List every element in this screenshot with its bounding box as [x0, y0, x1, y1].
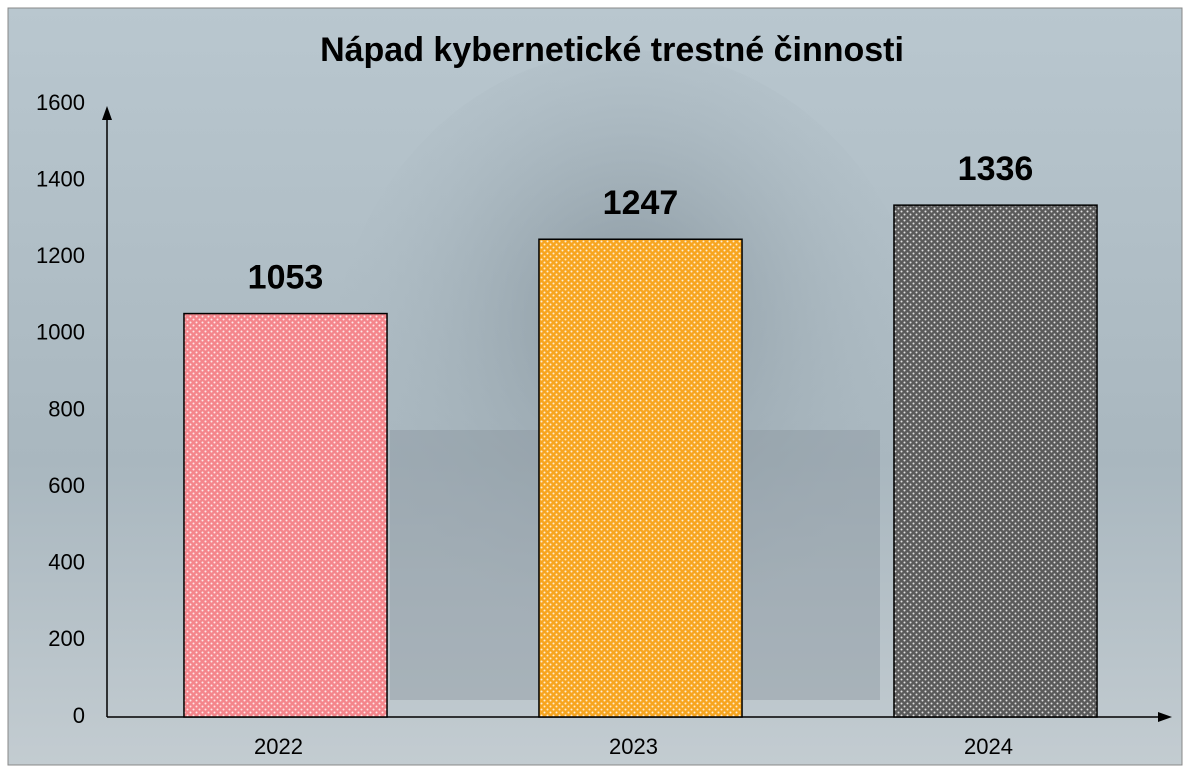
y-tick-label: 400 [48, 550, 85, 575]
data-label: 1336 [958, 150, 1034, 188]
x-tick-label: 2022 [254, 734, 303, 759]
y-tick-label: 600 [48, 473, 85, 498]
data-label: 1247 [603, 184, 679, 222]
data-label: 1053 [248, 259, 324, 297]
y-tick-label: 200 [48, 626, 85, 651]
bar [894, 205, 1097, 717]
chart-title: Nápad kybernetické trestné činnosti [320, 31, 904, 69]
y-tick-label: 800 [48, 396, 85, 421]
y-tick-label: 1000 [36, 320, 85, 345]
y-tick-label: 0 [73, 703, 85, 728]
y-tick-label: 1600 [36, 90, 85, 115]
chart: Nápad kybernetické trestné činnosti 0 200… [0, 0, 1190, 773]
bar [184, 314, 387, 717]
x-tick-label: 2023 [609, 734, 658, 759]
y-tick-label: 1400 [36, 166, 85, 191]
x-tick-label: 2024 [964, 734, 1013, 759]
y-tick-label: 1200 [36, 243, 85, 268]
bar [539, 239, 742, 717]
